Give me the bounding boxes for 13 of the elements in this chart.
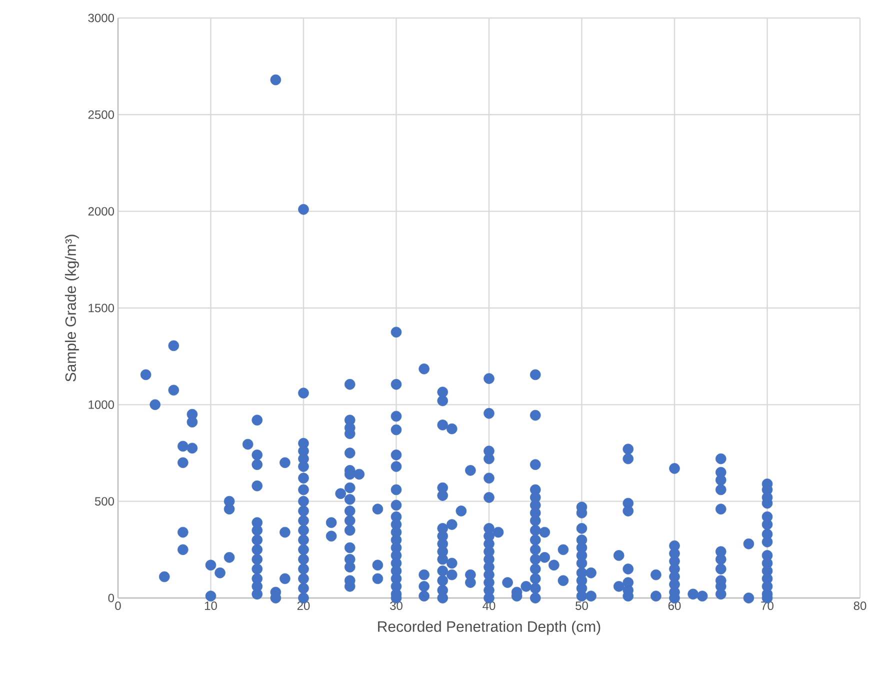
x-tick-label: 10: [205, 602, 217, 610]
x-axis-title: Recorded Penetration Depth (cm): [378, 620, 600, 635]
y-tick-label: 3000: [88, 14, 114, 22]
y-tick-label: 500: [94, 497, 114, 506]
x-tick-label: 80: [854, 602, 866, 610]
y-tick-label: 2500: [88, 110, 114, 119]
x-tick-label: 50: [576, 602, 588, 610]
y-tick-label: 1000: [88, 400, 114, 409]
y-axis-title: Sample Grade (kg/m³): [64, 234, 79, 382]
y-tick-label: 2000: [88, 207, 114, 216]
x-tick-label: 0: [115, 602, 121, 610]
y-tick-label: 0: [108, 594, 114, 602]
y-tick-label: 1500: [88, 304, 114, 312]
